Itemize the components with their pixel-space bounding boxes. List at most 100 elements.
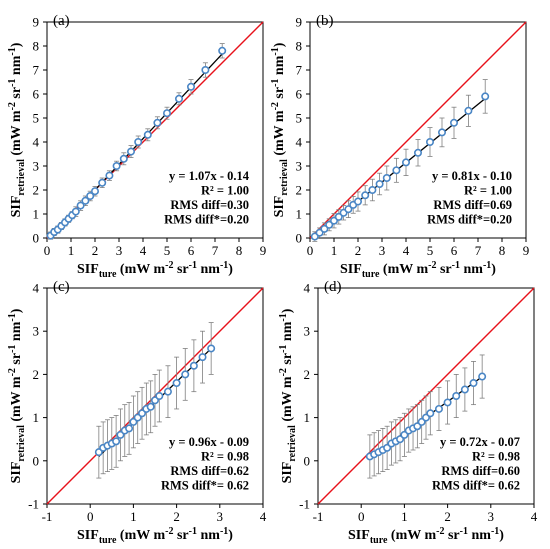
- axis-title-part: nm: [9, 321, 24, 344]
- axis-title-part: ture: [99, 535, 117, 546]
- axis-title-part: ): [499, 528, 504, 543]
- y-axis-title: SIFretrieval (mW m-2 sr-1 nm-1): [7, 42, 27, 217]
- x-tick-label: 3: [217, 509, 224, 524]
- data-point: [425, 138, 434, 147]
- data-point: [344, 205, 353, 214]
- stats-line: y = 0.72x - 0.07: [440, 435, 520, 449]
- axis-title-part: sr: [436, 262, 451, 277]
- x-tick-label: 6: [188, 243, 195, 258]
- data-point: [127, 147, 136, 156]
- x-tick-label: 1: [68, 243, 75, 258]
- data-point: [207, 344, 216, 353]
- axis-title-part: sr: [280, 353, 295, 368]
- x-tick-label: 2: [444, 509, 451, 524]
- axis-title-part: -1: [270, 79, 281, 87]
- x-tick-label: -1: [313, 509, 324, 524]
- y-tick-label: 3: [33, 159, 40, 174]
- x-tick-label: 1: [401, 509, 408, 524]
- stats-line: RMS diff=0.69: [433, 198, 512, 212]
- plot-frame: [309, 21, 527, 239]
- axis-title-part: -1: [7, 313, 18, 321]
- x-tick-label: 2: [173, 509, 180, 524]
- data-point: [469, 379, 478, 388]
- axis-title-part: ): [9, 308, 24, 313]
- axis-title-part: retrieval: [16, 425, 27, 462]
- stats-line: R² = 1.00: [201, 184, 249, 198]
- x-tick-label: 1: [130, 509, 137, 524]
- axis-title-part: SIF: [272, 196, 287, 218]
- axis-title-part: SIF: [77, 528, 99, 543]
- x-axis-title: SIFture (mW m-2 sr-1 nm-1): [77, 526, 233, 546]
- y-tick-label: 6: [33, 87, 40, 102]
- x-tick-label: 3: [488, 509, 495, 524]
- data-point: [449, 118, 458, 127]
- stats-line: RMS diff=0.60: [441, 464, 520, 478]
- data-point: [375, 180, 384, 189]
- axis-title-part: -1: [278, 313, 289, 321]
- y-tick-label: 0: [33, 231, 40, 246]
- axis-title-part: -1: [278, 345, 289, 353]
- panel-label: (d): [324, 279, 342, 295]
- axis-title-part: -1: [7, 345, 18, 353]
- axis-title-part: ): [228, 262, 233, 277]
- x-tick-label: 5: [427, 243, 434, 258]
- data-point: [201, 66, 210, 75]
- data-point: [189, 361, 198, 370]
- axis-title-part: ture: [362, 269, 380, 280]
- data-point: [175, 94, 184, 103]
- axis-title-part: nm: [468, 528, 491, 543]
- panel-label: (a): [53, 13, 70, 29]
- y-tick-label: 3: [296, 159, 303, 174]
- x-tick-label: 1: [331, 243, 338, 258]
- data-point: [334, 212, 343, 221]
- data-point: [153, 118, 162, 127]
- data-point: [368, 186, 377, 195]
- axis-title-part: retrieval: [287, 425, 298, 462]
- axis-title-part: ): [491, 262, 496, 277]
- axis-title-part: ture: [99, 269, 117, 280]
- y-tick-label: -1: [299, 497, 310, 512]
- data-point: [361, 191, 370, 200]
- axis-title-part: (mW m: [9, 376, 24, 425]
- x-tick-label: 4: [260, 509, 267, 524]
- axis-title-part: (mW m: [387, 528, 436, 543]
- stats-line: RMS diff*=0.20: [427, 213, 512, 227]
- axis-title-part: nm: [460, 262, 483, 277]
- x-tick-label: 2: [355, 243, 362, 258]
- data-point: [119, 154, 128, 163]
- y-tick-label: 9: [296, 15, 303, 30]
- axis-title-part: (mW m: [272, 110, 287, 159]
- y-tick-label: 4: [33, 281, 40, 296]
- axis-title-part: -2: [278, 368, 289, 376]
- x-tick-label: 4: [531, 509, 538, 524]
- axis-title-part: ): [272, 42, 287, 47]
- data-point: [434, 404, 443, 413]
- data-point: [382, 174, 391, 183]
- axis-title-part: (mW m: [379, 262, 428, 277]
- axis-title-part: nm: [272, 55, 287, 78]
- axis-title-part: -2: [7, 368, 18, 376]
- data-point: [320, 224, 329, 233]
- x-tick-label: 5: [164, 243, 171, 258]
- axis-title-part: -1: [460, 526, 468, 537]
- data-point: [464, 106, 473, 115]
- y-tick-label: 4: [296, 135, 303, 150]
- y-tick-label: 7: [33, 63, 40, 78]
- data-point: [125, 424, 134, 433]
- axis-title-part: -1: [491, 526, 499, 537]
- data-point: [443, 398, 452, 407]
- stats-line: R² = 0.98: [472, 450, 520, 464]
- y-tick-label: 1: [33, 207, 40, 222]
- axis-title-part: -1: [220, 526, 228, 537]
- data-point: [134, 138, 143, 147]
- x-axis-title: SIFture (mW m-2 sr-1 nm-1): [77, 260, 233, 280]
- axis-title-part: sr: [173, 528, 188, 543]
- data-point: [481, 92, 490, 101]
- axis-title-part: (mW m: [9, 110, 24, 159]
- y-tick-label: 0: [296, 231, 303, 246]
- y-tick-label: 8: [33, 39, 40, 54]
- axis-title-part: ): [9, 42, 24, 47]
